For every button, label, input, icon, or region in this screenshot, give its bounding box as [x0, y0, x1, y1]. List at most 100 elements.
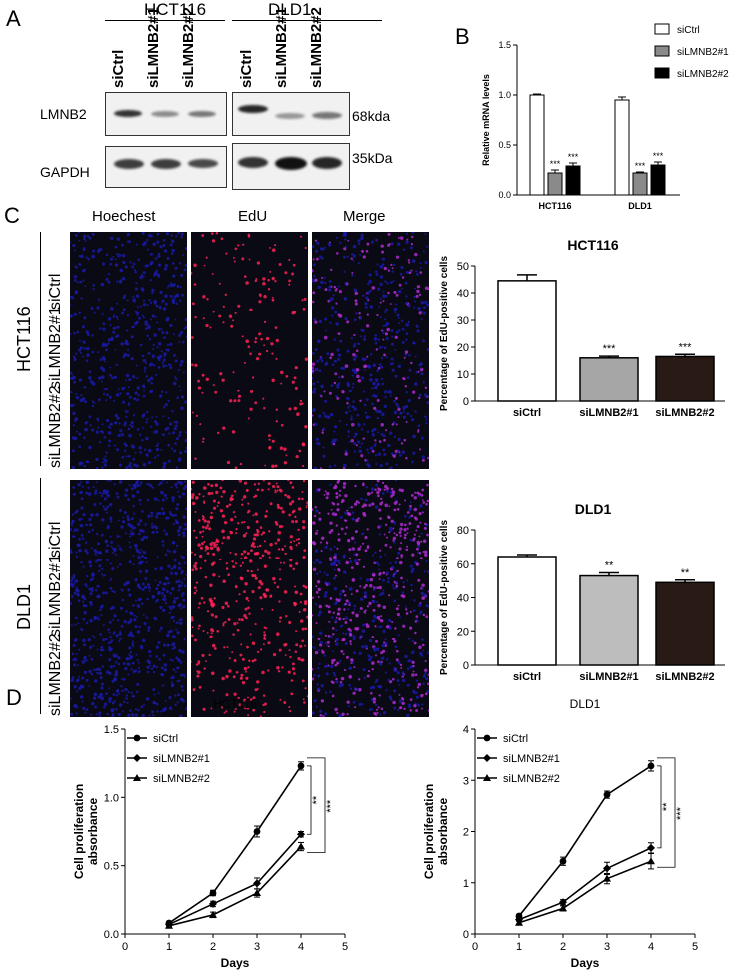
- nucleus: [335, 680, 339, 684]
- nucleus: [326, 415, 331, 419]
- nucleus: [110, 577, 113, 580]
- nucleus: [421, 596, 425, 600]
- nucleus: [88, 654, 91, 657]
- nucleus: [178, 333, 182, 338]
- nucleus: [193, 263, 197, 267]
- nucleus: [280, 423, 284, 427]
- nucleus: [331, 363, 335, 366]
- nucleus: [421, 707, 423, 710]
- nucleus: [372, 381, 376, 386]
- nucleus: [154, 257, 158, 260]
- nucleus: [416, 273, 419, 276]
- nucleus: [285, 454, 288, 457]
- nucleus: [346, 396, 350, 401]
- nucleus: [312, 408, 316, 412]
- nucleus: [149, 664, 152, 667]
- nucleus: [300, 619, 304, 623]
- nucleus: [324, 317, 328, 321]
- nucleus: [209, 635, 213, 638]
- nucleus: [107, 338, 112, 342]
- nucleus: [126, 353, 130, 357]
- group-underline-hct116: [105, 20, 225, 21]
- nucleus: [156, 583, 160, 587]
- nucleus: [304, 627, 308, 631]
- nucleus: [84, 658, 88, 662]
- nucleus: [378, 508, 382, 512]
- nucleus: [71, 524, 74, 527]
- nucleus: [184, 246, 187, 250]
- nucleus: [297, 657, 301, 661]
- nucleus: [243, 666, 248, 671]
- nucleus: [142, 299, 146, 302]
- nucleus: [72, 576, 75, 580]
- nucleus: [267, 482, 271, 486]
- nucleus: [252, 708, 256, 712]
- nucleus: [332, 438, 336, 443]
- nucleus: [173, 449, 176, 453]
- nucleus: [93, 696, 97, 700]
- nucleus: [295, 561, 299, 565]
- nucleus: [391, 368, 395, 372]
- nucleus: [303, 549, 307, 552]
- nucleus: [151, 289, 154, 291]
- nucleus: [177, 533, 181, 537]
- nucleus: [203, 500, 205, 503]
- nucleus: [179, 286, 182, 289]
- nucleus: [424, 692, 428, 696]
- nucleus: [147, 351, 151, 355]
- nucleus: [139, 503, 142, 505]
- nucleus: [278, 600, 281, 603]
- nucleus: [389, 362, 393, 366]
- nucleus: [269, 502, 273, 506]
- nucleus: [333, 338, 336, 341]
- nucleus: [319, 393, 322, 396]
- nucleus: [233, 399, 237, 403]
- nucleus: [381, 492, 385, 495]
- nucleus: [238, 703, 242, 707]
- nucleus: [369, 584, 373, 588]
- nucleus: [312, 646, 314, 648]
- y-axis-label: Relative mRNA levels: [481, 74, 491, 166]
- nucleus: [425, 615, 429, 619]
- nucleus: [215, 490, 219, 495]
- nucleus: [102, 638, 106, 642]
- nucleus: [243, 481, 248, 485]
- nucleus: [172, 431, 175, 435]
- nucleus: [376, 369, 379, 372]
- nucleus: [201, 517, 205, 521]
- nucleus: [103, 388, 107, 390]
- nucleus: [170, 616, 173, 619]
- nucleus: [141, 354, 145, 358]
- nucleus: [416, 285, 421, 289]
- nucleus: [241, 561, 244, 564]
- nucleus: [319, 640, 323, 644]
- micrograph-background: [312, 480, 429, 559]
- nucleus: [157, 442, 160, 445]
- nucleus: [246, 525, 250, 530]
- nucleus: [90, 587, 94, 591]
- nucleus: [174, 483, 178, 487]
- nucleus: [422, 381, 425, 384]
- nucleus: [373, 337, 378, 341]
- nucleus: [406, 527, 409, 530]
- x-tick-label: siCtrl: [513, 407, 541, 419]
- nucleus: [81, 537, 85, 540]
- nucleus: [411, 418, 415, 422]
- nucleus: [236, 628, 240, 632]
- nucleus: [107, 425, 111, 429]
- nucleus: [277, 530, 281, 535]
- nucleus: [164, 294, 168, 298]
- nucleus: [352, 638, 356, 641]
- nucleus: [118, 535, 121, 538]
- nucleus: [312, 414, 314, 417]
- nucleus: [259, 596, 263, 600]
- nucleus: [87, 492, 92, 496]
- nucleus: [357, 423, 361, 427]
- nucleus: [83, 655, 87, 659]
- nucleus: [393, 706, 397, 710]
- nucleus: [108, 658, 112, 662]
- nucleus: [414, 287, 417, 290]
- x-tick-label: 4: [298, 941, 304, 953]
- nucleus: [424, 386, 428, 390]
- nucleus: [132, 397, 137, 401]
